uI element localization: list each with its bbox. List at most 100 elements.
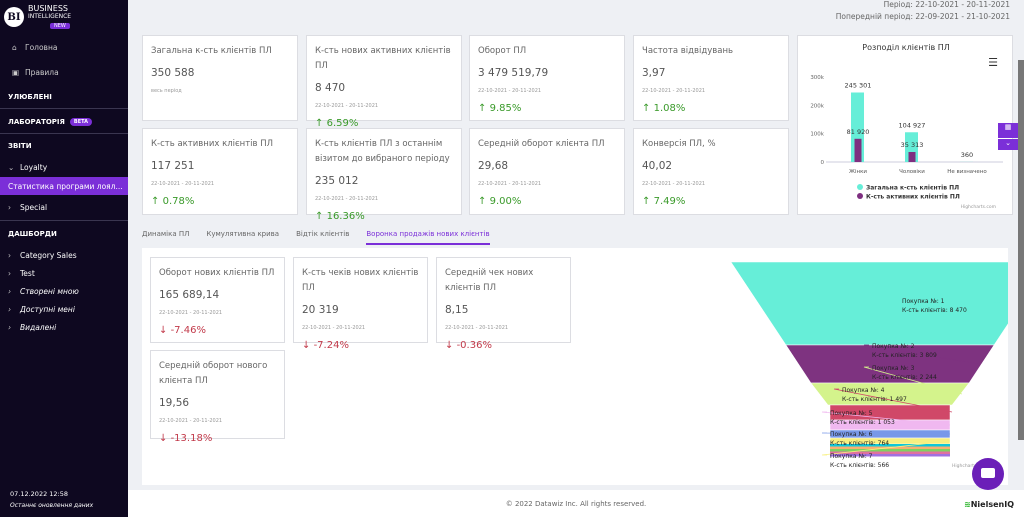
sidebar-item-created[interactable]: › Створені мною bbox=[0, 283, 128, 299]
sidebar-item-home[interactable]: ⌂ Головна bbox=[0, 39, 128, 55]
sidebar-item-test[interactable]: › Test bbox=[0, 265, 128, 281]
menu-icon[interactable]: ☰ bbox=[988, 56, 998, 69]
kpi-title: К-сть клієнтів ПЛ з останнім візитом до … bbox=[315, 139, 450, 164]
funnel-stage-value: К-сть клієнтів: 8 470 bbox=[902, 307, 967, 314]
x-tick-label: Не визначено bbox=[947, 169, 987, 175]
arrow-up-icon: ↑ bbox=[315, 118, 324, 129]
kpi-change-value: 9.85% bbox=[489, 103, 522, 114]
data-label: 35 313 bbox=[901, 141, 924, 149]
special-label: Special bbox=[20, 202, 48, 212]
sales-funnel-chart: Покупка №: 1 К-сть клієнтів: 8 470 Покупка… bbox=[730, 261, 1008, 469]
kpi-change: ↑ 16.36% bbox=[315, 211, 453, 222]
data-label: 245 301 bbox=[845, 81, 872, 89]
created-label: Створені мною bbox=[20, 286, 79, 296]
kpi-card: Загальна к-сть клієнтів ПЛ 350 588 весь … bbox=[142, 35, 298, 121]
lab-label: ЛАБОРАТОРІЯ bbox=[8, 118, 65, 126]
kpi-card: Оборот ПЛ 3 479 519,79 22-10-2021 - 20-1… bbox=[469, 35, 625, 121]
footer: © 2022 Datawiz Inc. All rights reserved.… bbox=[128, 490, 1024, 517]
kpi-date: 22-10-2021 - 20-11-2021 bbox=[478, 181, 542, 187]
sidebar-section-favorites[interactable]: УЛЮБЛЕНІ bbox=[0, 89, 128, 105]
kpi-card: Оборот нових клієнтів ПЛ 165 689,14 22-1… bbox=[150, 257, 285, 343]
previous-period: Попередній період: 22-09-2021 - 21-10-20… bbox=[835, 12, 1010, 21]
sidebar-item-category-sales[interactable]: › Category Sales bbox=[0, 247, 128, 263]
calculator-button[interactable]: ▦ bbox=[998, 123, 1018, 138]
kpi-change-value: 9.00% bbox=[489, 196, 522, 207]
kpi-change: ↓ -7.46% bbox=[159, 325, 276, 336]
scrollbar[interactable] bbox=[1018, 60, 1024, 440]
kpi-title: К-сть нових активних клієнтів ПЛ bbox=[315, 46, 451, 71]
kpi-title: Конверсія ПЛ, % bbox=[642, 139, 716, 149]
tab-sales-funnel[interactable]: Воронка продажів нових клієнтів bbox=[366, 230, 490, 245]
test-label: Test bbox=[20, 268, 35, 278]
sidebar-section-lab[interactable]: ЛАБОРАТОРІЯ BETA bbox=[0, 114, 128, 130]
chevron-right-icon: › bbox=[8, 322, 11, 332]
data-label: 104 927 bbox=[899, 121, 926, 129]
kpi-title: Середній чек нових клієнтів ПЛ bbox=[445, 268, 534, 293]
tab-bar: Динаміка ПЛ Кумулятивна крива Відтік клі… bbox=[142, 230, 490, 245]
tab-dynamics[interactable]: Динаміка ПЛ bbox=[142, 230, 190, 238]
kpi-date: 22-10-2021 - 20-11-2021 bbox=[315, 196, 379, 202]
kpi-title: Середній оборот клієнта ПЛ bbox=[478, 139, 605, 149]
logo[interactable]: BI BUSINESS INTELLIGENCE NEW bbox=[4, 5, 71, 29]
logo-line2: INTELLIGENCE bbox=[28, 13, 72, 20]
chart-credit: Highcharts bbox=[952, 463, 977, 469]
sidebar-item-loyalty[interactable]: ⌄ Loyalty bbox=[0, 159, 128, 175]
rules-label: Правила bbox=[25, 67, 59, 77]
kpi-value: 8,15 bbox=[445, 304, 469, 316]
connector-line bbox=[893, 299, 1008, 304]
sidebar-section-dashboards[interactable]: ДАШБОРДИ bbox=[0, 226, 128, 242]
sidebar-section-reports[interactable]: ЗВІТИ bbox=[0, 138, 128, 154]
chevron-right-icon: › bbox=[8, 202, 11, 212]
tab-cumulative-curve[interactable]: Кумулятивна крива bbox=[206, 230, 280, 238]
funnel-segment-small bbox=[830, 454, 950, 457]
y-tick-label: 100k bbox=[810, 132, 824, 138]
funnel-stage-value: К-сть клієнтів: 1 053 bbox=[830, 419, 895, 426]
kpi-title: К-сть активних клієнтів ПЛ bbox=[151, 139, 274, 149]
kpi-change-value: 0.78% bbox=[162, 196, 195, 207]
legend-marker bbox=[857, 193, 863, 199]
kpi-date: 22-10-2021 - 20-11-2021 bbox=[302, 325, 366, 331]
chevron-right-icon: › bbox=[8, 304, 11, 314]
brand-label: NielsenIQ bbox=[970, 500, 1014, 509]
sidebar-item-shared[interactable]: › Доступні мені bbox=[0, 301, 128, 317]
loyalty-label: Loyalty bbox=[20, 162, 48, 172]
y-tick-label: 300k bbox=[810, 75, 824, 81]
kpi-date: весь період bbox=[151, 88, 182, 94]
funnel-stage-value: К-сть клієнтів: 566 bbox=[830, 462, 889, 469]
bar-active bbox=[854, 138, 862, 162]
funnel-panel: ☰ Покупка №: 1К-сть клієнтів: 8 470Покуп… bbox=[142, 248, 1008, 485]
kpi-value: 40,02 bbox=[642, 160, 673, 172]
sidebar-item-deleted[interactable]: › Видалені bbox=[0, 319, 128, 335]
nielsen-logo: ≋NielsenIQ bbox=[964, 500, 1014, 509]
chevron-right-icon: › bbox=[8, 250, 11, 260]
kpi-change-value: -7.46% bbox=[170, 325, 206, 336]
funnel-stage-value: К-сть клієнтів: 3 809 bbox=[872, 352, 937, 359]
funnel-stage-name: Покупка №: 7 bbox=[830, 453, 873, 460]
chat-button[interactable] bbox=[972, 458, 1004, 490]
tab-churn[interactable]: Відтік клієнтів bbox=[296, 230, 350, 238]
reports-label: ЗВІТИ bbox=[8, 142, 32, 150]
funnel-stage-name: Покупка №: 6 bbox=[830, 431, 873, 438]
kpi-title: Загальна к-сть клієнтів ПЛ bbox=[151, 46, 272, 56]
sidebar-item-special[interactable]: › Special bbox=[0, 199, 128, 215]
kpi-date: 22-10-2021 - 20-11-2021 bbox=[642, 88, 706, 94]
arrow-up-icon: ↑ bbox=[642, 103, 651, 114]
kpi-value: 19,56 bbox=[159, 397, 190, 409]
kpi-change: ↑ 9.00% bbox=[478, 196, 616, 207]
sidebar-item-loyalty-stats[interactable]: Статистика програми лоял... bbox=[0, 177, 128, 195]
chevron-right-icon: › bbox=[8, 286, 11, 296]
kpi-card: К-сть клієнтів ПЛ з останнім візитом до … bbox=[306, 128, 462, 222]
chevron-down-button[interactable]: ⌄ bbox=[998, 139, 1018, 150]
kpi-change-value: 1.08% bbox=[653, 103, 686, 114]
divider bbox=[0, 108, 128, 109]
sidebar-item-rules[interactable]: ▣ Правила bbox=[0, 64, 128, 80]
kpi-card: Частота відвідувань 3,97 22-10-2021 - 20… bbox=[633, 35, 789, 121]
funnel-stage-name: Покупка №: 1 bbox=[902, 298, 945, 305]
connector-line bbox=[821, 411, 951, 426]
kpi-change-value: 16.36% bbox=[326, 211, 365, 222]
kpi-card: Середній оборот клієнта ПЛ 29,68 22-10-2… bbox=[469, 128, 625, 215]
kpi-change: ↓ -13.18% bbox=[159, 433, 276, 444]
sidebar: BI BUSINESS INTELLIGENCE NEW ⌂ Головна ▣ Пра… bbox=[0, 0, 128, 517]
kpi-change: ↑ 0.78% bbox=[151, 196, 289, 207]
bi-logo-icon: BI bbox=[4, 7, 24, 27]
